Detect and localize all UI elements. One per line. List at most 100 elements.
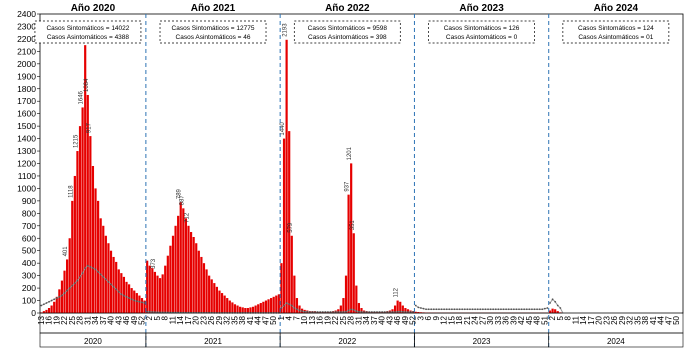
asym-point [81,272,84,275]
asym-point [538,308,541,311]
bar-2021-w27 [213,283,216,313]
asym-point [494,308,497,311]
data-label: 712 [184,212,190,223]
asym-point [79,275,81,278]
x-tick-label: 43 [385,315,394,324]
asym-point [50,299,53,302]
bar-2022-w48 [401,305,404,313]
x-tick-label: 26 [207,315,216,324]
x-tick-label: 11 [571,315,580,324]
bar-2022-w5 [290,235,293,313]
x-tick-label: 38 [641,315,650,324]
year-category-label: 2023 [473,337,491,346]
x-tick-label: 48 [533,315,542,324]
asym-point [321,311,324,313]
asym-point [453,308,456,311]
asym-point [120,293,123,296]
y-tick-label: 1400 [17,134,36,144]
bar-2021-w8 [164,265,167,313]
bar-2020-w29 [81,107,84,313]
asym-point [394,311,396,313]
bar-2021-w9 [166,255,169,313]
bar-2021-w7 [161,274,164,313]
x-tick-label: 20 [192,315,201,324]
asym-point [280,307,283,309]
bar-2020-w35 [97,200,100,313]
asym-point [391,311,394,313]
bar-2020-w19 [55,296,58,313]
asym-point [324,311,327,313]
summary-line: Casos Asintomáticos = 46 [176,34,251,41]
asym-point [293,307,296,309]
asym-point [290,304,293,307]
asym-point [389,311,391,313]
bar-2020-w33 [91,165,95,313]
bar-2021-w14 [179,202,182,313]
x-tick-label: 32 [626,315,635,324]
asym-point [489,308,492,311]
bar-2020-w25 [71,200,74,313]
summary-line: Casos Asintomáticos = 4388 [47,34,130,41]
bar-2021-w21 [197,250,200,313]
bar-2021-w15 [182,208,185,313]
bar-2023-w1 [414,311,417,313]
summary-line: Casos Asintomáticos = 398 [308,34,387,41]
bar-2021-w17 [187,225,190,313]
bar-2021-w19 [192,237,195,313]
asym-point [138,300,141,303]
summary-line: Casos Asintomáticos = 0 [446,34,518,41]
asym-point [515,308,518,311]
summary-line: Casos Sintomáticos = 9598 [308,25,388,32]
bar-2021-w37 [239,306,242,313]
y-tick-label: 700 [22,221,36,231]
bar-2022-w6 [293,275,296,313]
asym-point [73,282,76,284]
x-tick-label: 39 [509,315,518,324]
asym-point [386,311,389,313]
asym-point [396,310,399,313]
bar-2022-w4 [288,131,291,313]
x-tick-label: 22 [331,315,340,324]
asym-point [528,308,531,311]
bar-2020-w27 [76,151,79,313]
x-tick-label: 13 [37,315,46,324]
x-tick-label: 5 [556,315,565,320]
summary-box [293,20,401,44]
x-tick-label: 49 [401,315,410,324]
asym-point [154,311,156,313]
asym-point [128,297,130,299]
bar-2022-w2 [282,138,286,313]
asym-line-2024 [549,298,682,314]
asym-point [556,304,559,307]
x-tick-label: 3 [416,315,425,320]
asym-point [417,306,420,309]
asym-point [339,311,342,313]
asym-point [112,285,115,288]
summary-box [34,20,142,44]
y-tick-label: 2100 [17,46,36,56]
bar-2020-w40 [109,250,113,313]
asym-point [383,311,386,313]
bar-2021-w38 [241,307,244,313]
bar-2020-w36 [99,218,102,313]
bar-2024-w4 [556,311,559,313]
asym-point [48,300,50,303]
bar-2023-w2 [417,312,420,313]
summary-line: Casos Asintomáticos = 01 [578,34,653,41]
y-axis: 0 100 200 300 400 500 600 700 800 900 1000 1100 1200… [17,9,40,318]
y-tick-label: 1600 [17,109,36,119]
asym-point [469,308,471,311]
x-tick-label: 42 [517,315,526,324]
x-tick-label: 33 [494,315,503,324]
bar-2022-w46 [396,300,399,313]
asym-point [543,307,546,310]
asym-point [350,308,353,311]
bar-2020-w22 [63,270,66,313]
bar-2021-w20 [195,243,198,313]
asym-point [368,311,371,313]
x-tick-label: 31 [83,315,92,324]
asym-point [76,279,79,282]
asym-point [146,310,149,313]
bar-2021-w29 [218,290,221,313]
bar-2021-w16 [184,218,187,313]
